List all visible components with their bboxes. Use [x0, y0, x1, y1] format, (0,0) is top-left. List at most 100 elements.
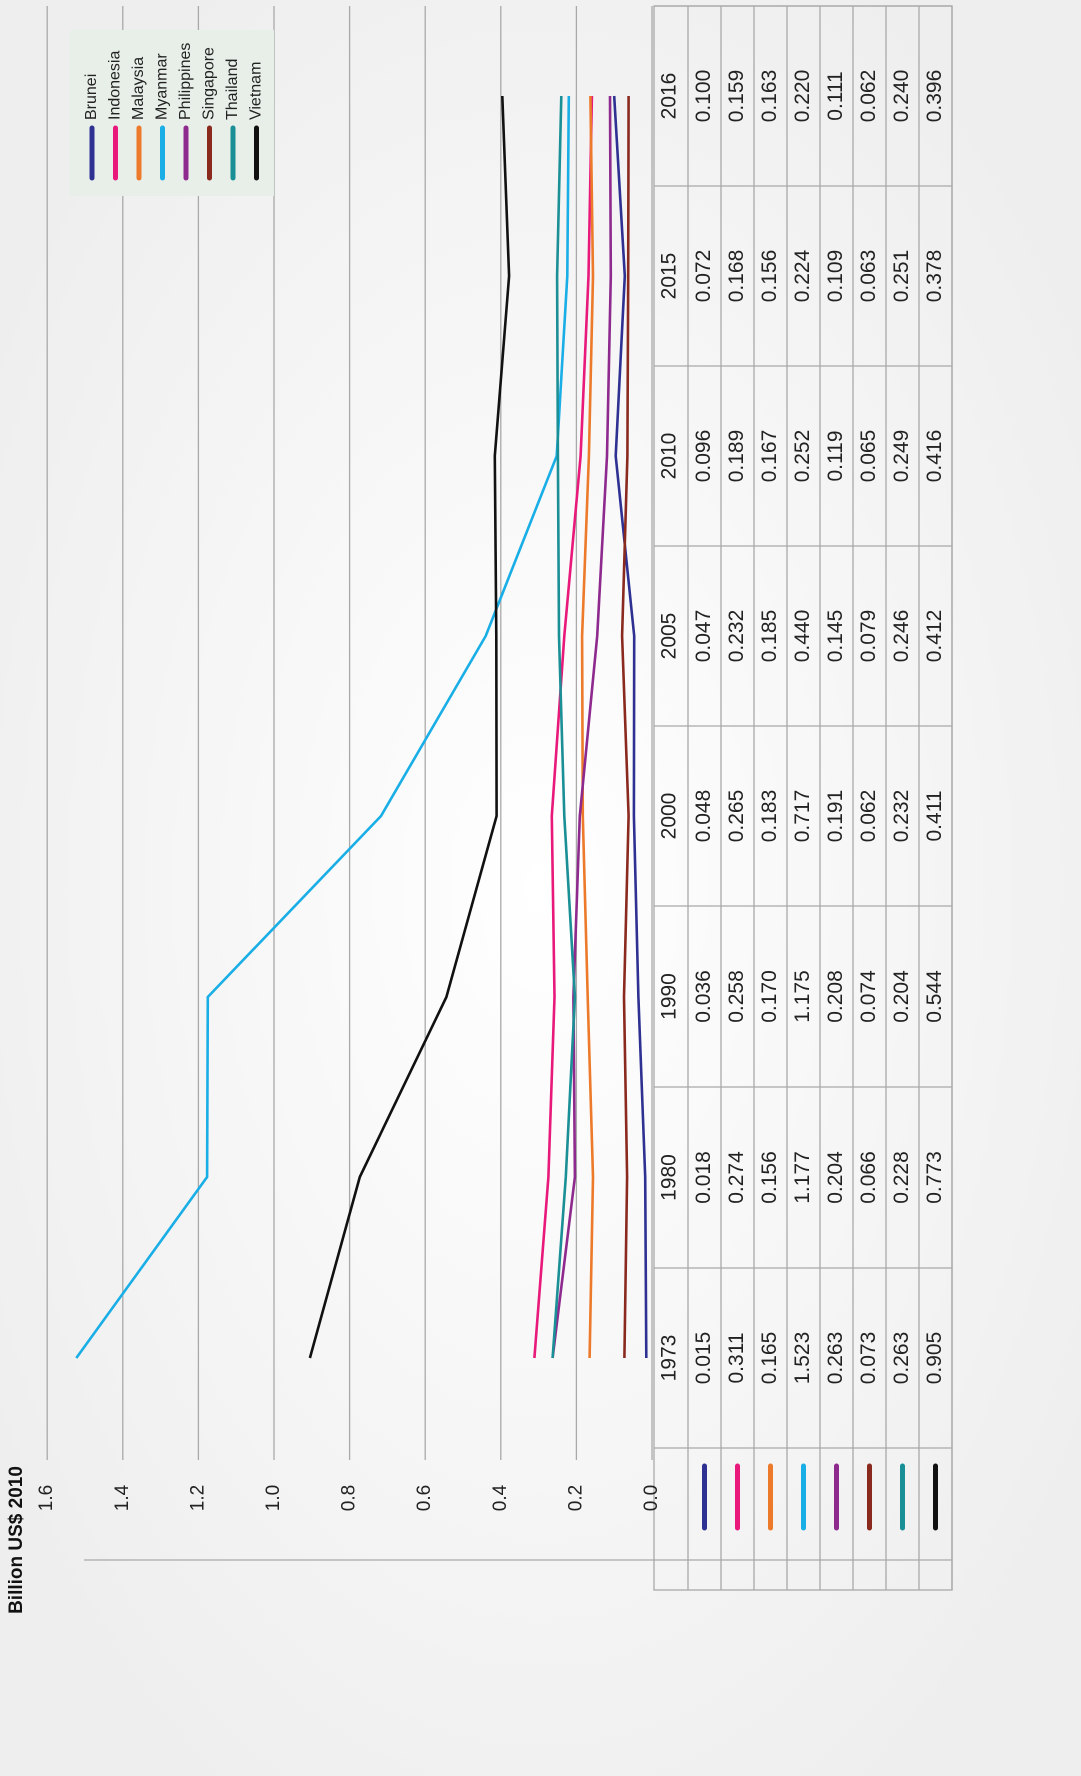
legend-label: Indonesia	[107, 51, 124, 120]
table-year-header: 1990	[658, 973, 681, 1020]
table-cell: 1.177	[791, 1151, 814, 1204]
series-line-philippines	[551, 95, 613, 1359]
series-line-indonesia	[533, 95, 594, 1359]
table-cell: 0.072	[692, 250, 715, 303]
table-cell: 0.062	[857, 790, 880, 843]
legend-label: Vietnam	[248, 62, 265, 120]
table-cell: 0.079	[857, 610, 880, 663]
table-cell: 0.251	[890, 250, 913, 303]
table-year-header: 2005	[658, 613, 681, 660]
table-cell: 0.109	[824, 250, 847, 303]
table-cell: 0.156	[758, 250, 781, 303]
table-cell: 0.412	[923, 610, 946, 663]
table-cell: 0.066	[857, 1151, 880, 1204]
table-cell: 0.411	[923, 791, 946, 842]
legend-label: Philippines	[177, 43, 194, 120]
table-cell: 0.167	[758, 430, 781, 483]
legend-box	[70, 30, 274, 196]
table-cell: 0.189	[725, 430, 748, 483]
table-cell: 0.074	[857, 970, 880, 1023]
legend: Brunei Indonesia Malaysia Myanmar Philippine…	[70, 30, 274, 196]
legend-label: Thailand	[224, 59, 241, 120]
legend-label: Singapore	[201, 47, 218, 120]
table-cell: 0.378	[923, 250, 946, 303]
table-cell: 0.208	[824, 970, 847, 1023]
table-cell: 0.159	[725, 70, 748, 123]
table-cell: 0.263	[824, 1332, 847, 1385]
tick-label: 0.4	[490, 1484, 511, 1511]
series-line-vietnam	[308, 95, 511, 1359]
table-year-header: 2000	[658, 793, 681, 840]
gridlines	[46, 6, 653, 1460]
table-year-header: 2016	[658, 73, 681, 120]
data-table: 1973 1980 1990 2000 2005 2010 2015 2016 0.015 0.0…	[84, 5, 953, 1591]
table-cell: 0.204	[824, 1151, 847, 1204]
table-cell: 0.717	[791, 790, 814, 843]
table-cell: 0.165	[758, 1332, 781, 1385]
table-cell: 1.175	[791, 970, 814, 1023]
series-lines	[75, 95, 648, 1359]
table-cell: 0.065	[857, 430, 880, 483]
tick-label: 0.0	[641, 1485, 662, 1511]
table-cell: 0.191	[824, 790, 847, 843]
table-cell: 0.440	[791, 610, 814, 663]
table-cell: 0.416	[923, 430, 946, 483]
table-cell: 0.119	[824, 431, 847, 482]
table-cell: 0.274	[725, 1151, 748, 1204]
table-cell: 0.204	[890, 970, 913, 1023]
table-cell: 0.232	[890, 790, 913, 843]
table-cell: 0.249	[890, 430, 913, 483]
series-line-brunei	[612, 95, 648, 1359]
tick-label: 1.4	[112, 1484, 133, 1511]
table-year-header: 2015	[658, 253, 681, 300]
table-cell: 0.018	[692, 1151, 715, 1204]
table-cell: 0.163	[758, 70, 781, 123]
table-cell: 0.048	[692, 790, 715, 843]
table-cell: 0.183	[758, 790, 781, 843]
table-cell: 0.311	[725, 1333, 748, 1384]
tick-label: 0.2	[565, 1485, 586, 1511]
table-cell: 0.100	[692, 70, 715, 123]
table-cell: 0.036	[692, 970, 715, 1023]
table-cell: 0.015	[692, 1332, 715, 1385]
legend-label: Malaysia	[130, 57, 147, 120]
table-cell: 0.544	[923, 970, 946, 1023]
table-cell: 0.263	[890, 1332, 913, 1385]
series-line-singapore	[620, 95, 630, 1359]
table-cell: 0.156	[758, 1151, 781, 1204]
table-cell: 0.396	[923, 70, 946, 123]
legend-label: Myanmar	[154, 53, 171, 120]
tick-label: 0.8	[339, 1485, 360, 1511]
tick-label: 1.6	[36, 1485, 57, 1511]
table-cell: 1.523	[791, 1332, 814, 1385]
legend-label: Brunei	[83, 74, 100, 120]
table-cell: 0.228	[890, 1151, 913, 1204]
series-line-myanmar	[75, 95, 571, 1359]
table-cell: 0.224	[791, 249, 814, 302]
tick-label: 1.2	[187, 1485, 208, 1511]
series-line-malaysia	[580, 95, 595, 1359]
table-cell: 0.252	[791, 430, 814, 483]
axis-labels: 0.0 0.2 0.4 0.6 0.8 1.0 1.2 1.4 1.6 Billion US$ 2…	[6, 1466, 662, 1614]
table-cell: 0.063	[857, 250, 880, 303]
table-cell: 0.258	[725, 970, 748, 1023]
table-cell: 0.062	[857, 70, 880, 123]
table-cell: 0.220	[791, 70, 814, 123]
table-cell: 0.096	[692, 430, 715, 483]
tick-label: 0.6	[414, 1485, 435, 1511]
table-cell: 0.047	[692, 610, 715, 663]
table-cell: 0.905	[923, 1332, 946, 1385]
table-cell: 0.246	[890, 610, 913, 663]
table-cell: 0.185	[758, 610, 781, 663]
table-year-header: 1980	[658, 1154, 681, 1201]
tick-label: 1.0	[263, 1485, 284, 1511]
table-cell: 0.111	[824, 71, 847, 120]
table-cell: 0.168	[725, 250, 748, 303]
table-year-header: 1973	[658, 1335, 681, 1382]
table-cell: 0.773	[923, 1151, 946, 1204]
table-cell: 0.145	[824, 610, 847, 663]
table-cell: 0.232	[725, 610, 748, 663]
table-cell: 0.265	[725, 790, 748, 843]
table-year-header: 2010	[658, 433, 681, 480]
